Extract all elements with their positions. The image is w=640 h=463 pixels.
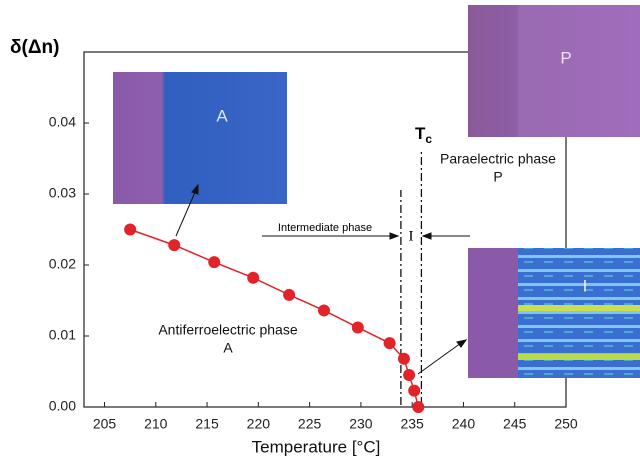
intermediate-symbol: I xyxy=(409,228,414,244)
arrow-head xyxy=(457,340,466,347)
paraelectric-label: Paraelectric phase xyxy=(440,151,556,167)
inset-label: A xyxy=(216,106,228,125)
tc-main: T xyxy=(415,124,426,143)
paraelectric-symbol: P xyxy=(493,169,502,185)
antiferroelectric-label: Antiferroelectric phase xyxy=(158,322,298,338)
y-tick-label: 0.02 xyxy=(49,256,76,272)
page: {"chart_data": { "type": "scatter", "x_l… xyxy=(0,0,640,463)
data-point xyxy=(384,337,396,349)
data-point xyxy=(208,256,220,268)
x-tick-label: 240 xyxy=(452,416,476,432)
x-tick-label: 230 xyxy=(349,416,373,432)
inset-stripe xyxy=(518,305,640,311)
data-point xyxy=(412,401,424,413)
arrow-head xyxy=(423,233,431,239)
chart: Temperature [°C] δ(Δn) A P I Tc Paraelec… xyxy=(0,0,640,463)
data-point xyxy=(247,272,259,284)
x-tick-label: 210 xyxy=(144,416,168,432)
tc-sub: c xyxy=(425,132,432,146)
data-line xyxy=(130,230,418,408)
data-point xyxy=(403,369,415,381)
inset-label: P xyxy=(560,48,571,67)
y-axis-label: δ(Δn) xyxy=(10,37,59,58)
data-point xyxy=(318,304,330,316)
x-tick-label: 215 xyxy=(195,416,219,432)
data-point xyxy=(398,353,410,365)
y-tick-label: 0.01 xyxy=(49,327,76,343)
inset-p: P xyxy=(468,5,640,137)
arrow-head xyxy=(390,233,398,239)
inset-label: I xyxy=(583,276,588,295)
x-axis-label: Temperature [°C] xyxy=(252,437,381,456)
inset-image xyxy=(113,72,287,204)
data-point xyxy=(352,321,364,333)
y-tick-label: 0.00 xyxy=(49,398,76,414)
y-tick-label: 0.03 xyxy=(49,185,76,201)
y-tick-label: 0.04 xyxy=(49,114,76,130)
x-tick-label: 235 xyxy=(400,416,424,432)
x-tick-label: 220 xyxy=(247,416,271,432)
data-point xyxy=(283,289,295,301)
intermediate-label: Intermediate phase xyxy=(278,222,372,234)
x-tick-label: 205 xyxy=(93,416,117,432)
x-tick-label: 245 xyxy=(503,416,527,432)
data-point xyxy=(168,239,180,251)
inset-image xyxy=(468,248,518,378)
antiferroelectric-symbol: A xyxy=(223,340,233,356)
data-point xyxy=(408,385,420,397)
inset-image xyxy=(468,5,640,137)
inset-i: I xyxy=(468,248,640,378)
data-point xyxy=(124,224,136,236)
arrow xyxy=(418,343,461,374)
inset-a: A xyxy=(113,72,287,204)
x-tick-label: 225 xyxy=(298,416,322,432)
inset-stripe xyxy=(518,354,640,360)
arrows xyxy=(176,185,470,374)
tc-label: Tc xyxy=(415,124,432,146)
x-tick-label: 250 xyxy=(554,416,578,432)
